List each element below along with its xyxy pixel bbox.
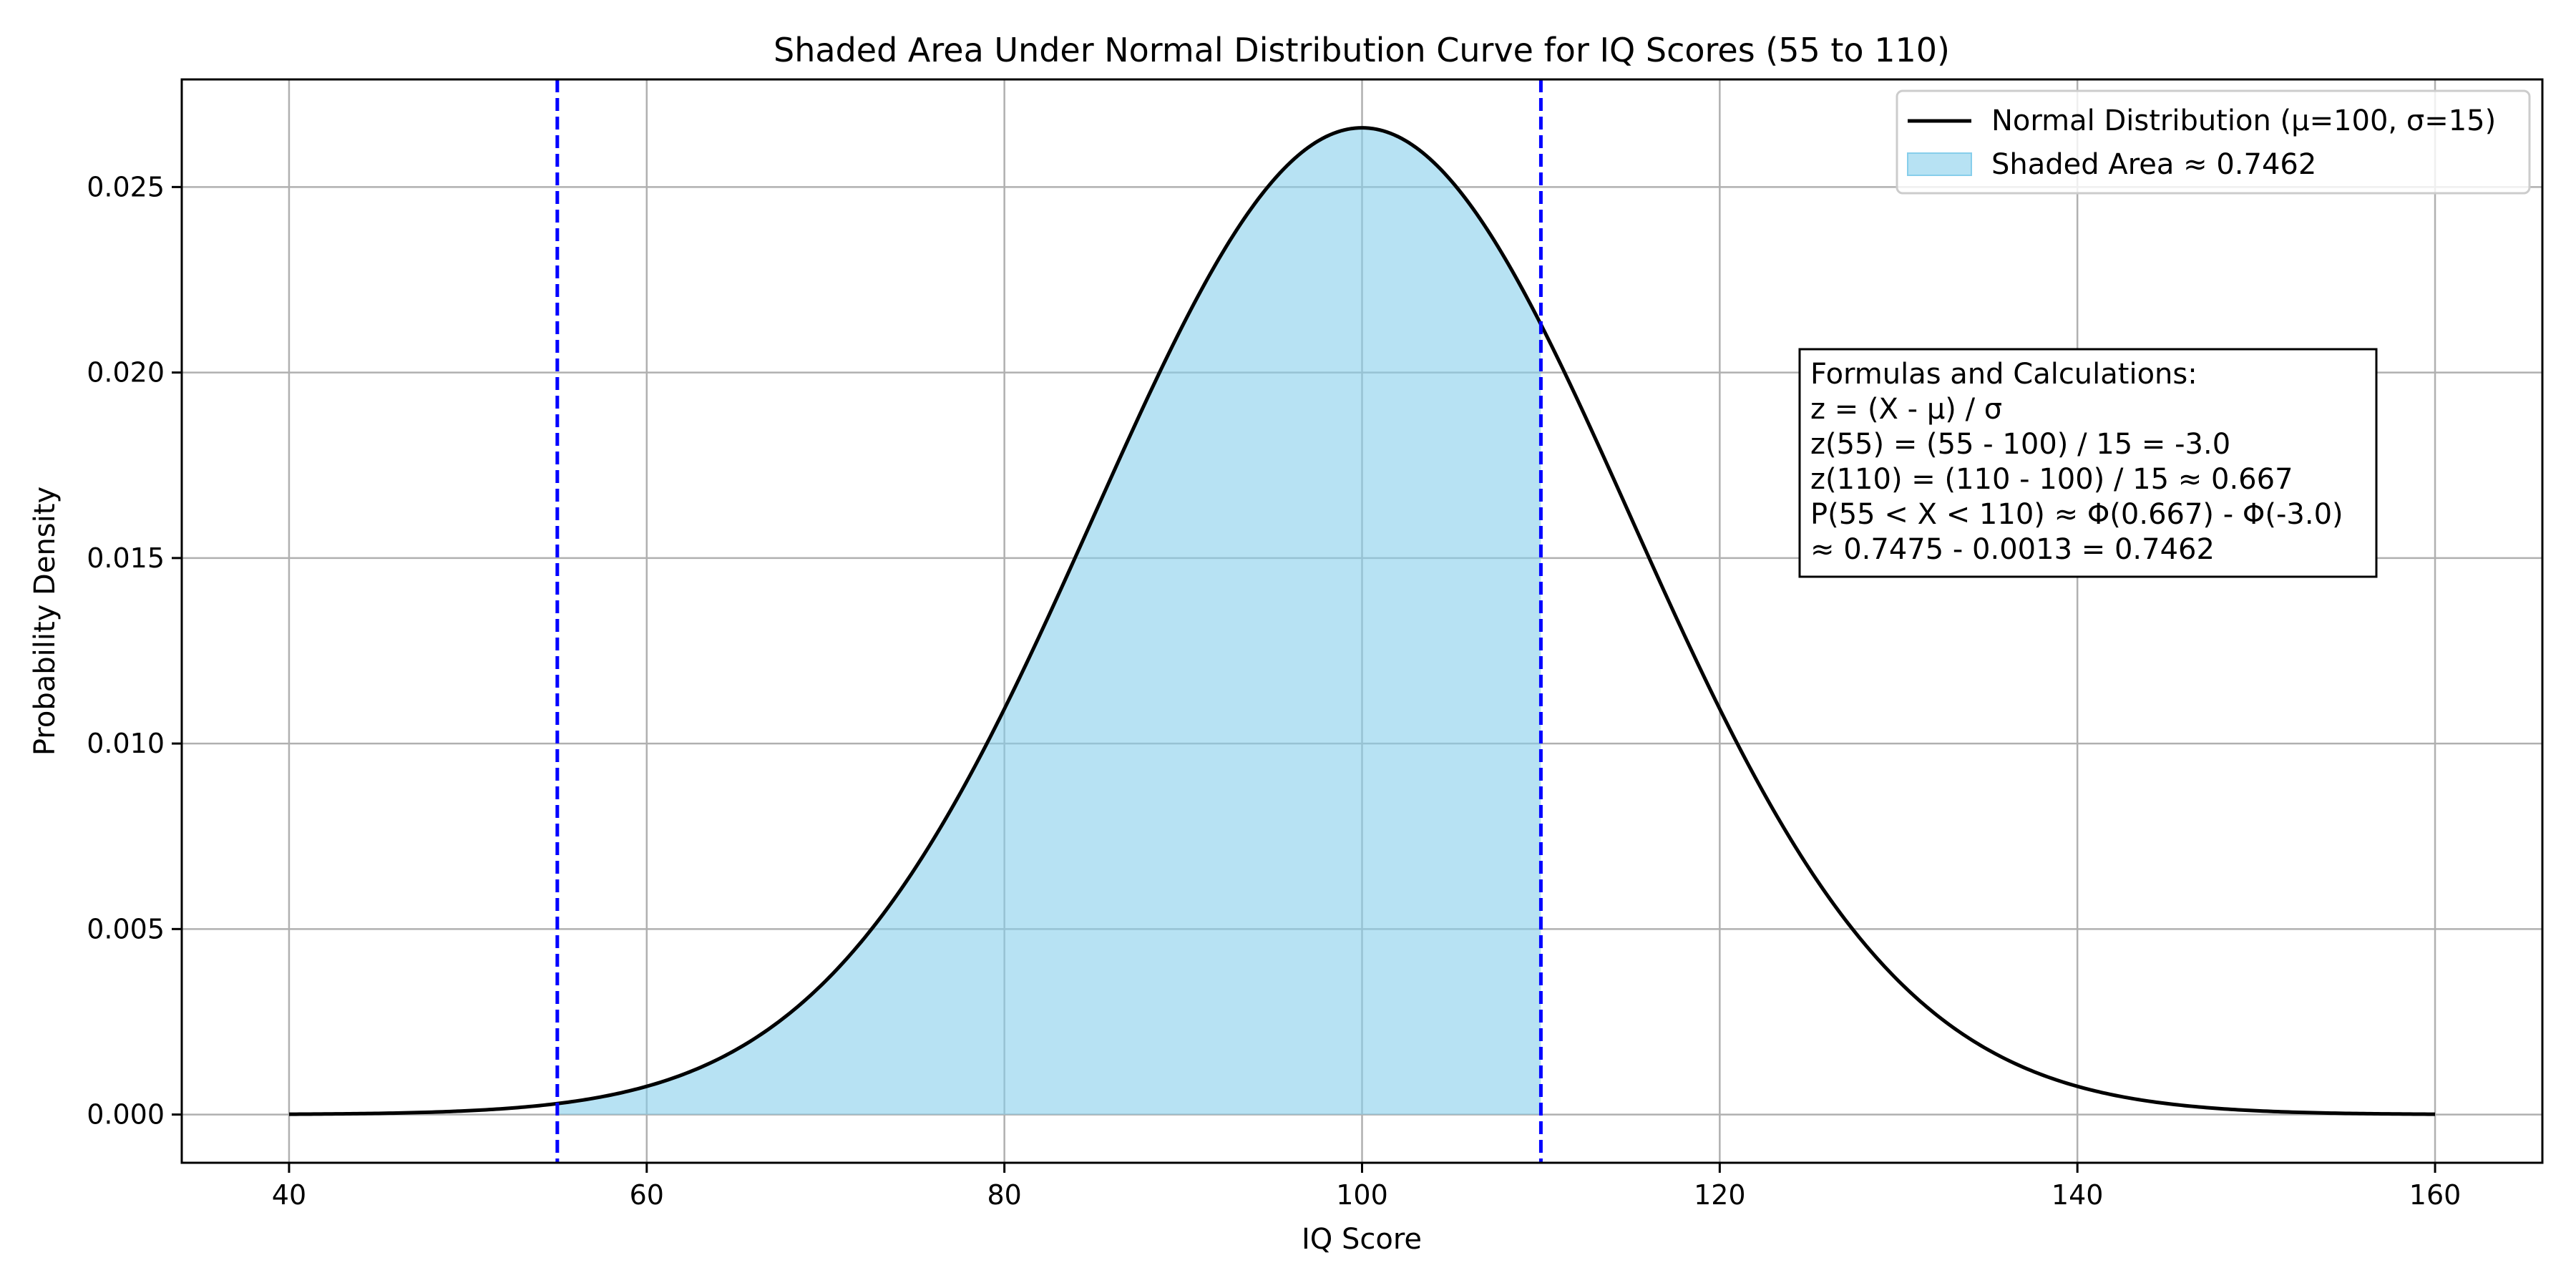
chart-title: Shaded Area Under Normal Distribution Cu…: [774, 31, 1950, 69]
shaded-area: [557, 127, 1541, 1115]
annotation-line: Formulas and Calculations:: [1810, 358, 2197, 391]
formula-annotation: Formulas and Calculations: z = (X - μ) /…: [1798, 348, 2378, 578]
legend: Normal Distribution (μ=100, σ=15) Shaded…: [1896, 89, 2531, 195]
x-axis-ticks: 40 60 80 100 120 140 160: [272, 1163, 2462, 1211]
x-tick-label: 40: [272, 1179, 306, 1211]
x-tick-label: 120: [1694, 1179, 1746, 1211]
annotation-line: P(55 < X < 110) ≈ Φ(0.667) - Φ(-3.0): [1810, 498, 2343, 531]
annotation-box: [1798, 348, 2378, 578]
y-tick-label: 0.015: [87, 542, 165, 574]
vertical-lines: [555, 79, 1543, 1163]
annotation-line: ≈ 0.7475 - 0.0013 = 0.7462: [1810, 533, 2215, 566]
y-tick-label: 0.020: [87, 357, 165, 389]
x-tick-label: 80: [987, 1179, 1021, 1211]
normal-curve-line: [288, 126, 2436, 1116]
annotation-line: z(110) = (110 - 100) / 15 ≈ 0.667: [1810, 463, 2293, 496]
x-tick-label: 160: [2409, 1179, 2462, 1211]
y-tick-label: 0.005: [87, 913, 165, 945]
x-tick-label: 60: [630, 1179, 664, 1211]
legend-label-curve: Normal Distribution (μ=100, σ=15): [1991, 104, 2496, 137]
x-tick-label: 140: [2051, 1179, 2104, 1211]
legend-label-area: Shaded Area ≈ 0.7462: [1991, 148, 2316, 181]
x-tick-label: 100: [1336, 1179, 1388, 1211]
y-axis-ticks: 0.000 0.005 0.010 0.015 0.020 0.025: [87, 171, 182, 1131]
legend-box: [1896, 89, 2531, 195]
legend-patch-swatch: [1907, 152, 1972, 176]
y-tick-label: 0.025: [87, 171, 165, 203]
x-axis-label: IQ Score: [1302, 1223, 1422, 1256]
annotation-line: z(55) = (55 - 100) / 15 = -3.0: [1810, 428, 2230, 461]
annotation-line: z = (X - μ) / σ: [1810, 393, 2002, 426]
y-axis-label: Probability Density: [29, 487, 62, 756]
y-tick-label: 0.010: [87, 728, 165, 759]
y-tick-label: 0.000: [87, 1099, 165, 1131]
